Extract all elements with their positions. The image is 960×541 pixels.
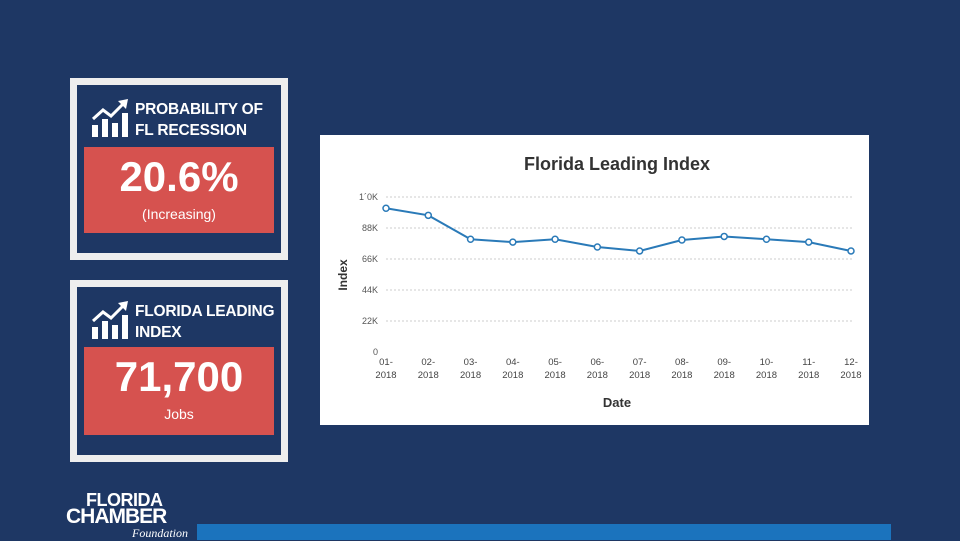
data-point — [466, 235, 475, 244]
data-point — [720, 232, 728, 241]
logo-line-chamber: CHAMBER — [66, 505, 167, 528]
data-point — [804, 238, 813, 246]
growth-chart-icon — [91, 99, 128, 137]
data-point — [847, 247, 855, 255]
leading-index-title-line2: INDEX — [135, 324, 182, 341]
leading-index-unit: Jobs — [164, 406, 194, 422]
leading-index-card: FLORIDA LEADING INDEX 71,700 Jobs — [70, 280, 288, 462]
data-point — [382, 204, 390, 213]
leading-index-header: FLORIDA LEADING INDEX — [91, 301, 275, 343]
recession-title-line2: FL RECESSION — [135, 122, 247, 139]
x-tick-label: 08-2018 — [671, 357, 692, 381]
y-tick-label: 0 — [373, 347, 378, 357]
y-tick-label: 44K — [362, 285, 378, 295]
y-tick-label: 22K — [362, 316, 378, 326]
x-axis-label: Date — [603, 395, 631, 410]
x-tick-label: 07-2018 — [629, 357, 650, 381]
x-tick-label: 04-2018 — [502, 357, 523, 381]
recession-probability-card: PROBABILITY OF FL RECESSION 20.6% (Incre… — [70, 78, 288, 260]
recession-probability-value-box: 20.6% (Increasing) — [84, 147, 274, 233]
series-points — [382, 204, 855, 255]
leading-index-title-line1: FLORIDA LEADING — [135, 303, 275, 320]
y-tick-label: 1´0K — [359, 192, 378, 202]
logo-line-florida: FLORIDA — [86, 490, 163, 510]
x-tick-labels: 01-2018 02-2018 03-2018 04-2018 05-2018 06-20… — [375, 357, 861, 381]
x-tick-label: 11-2018 — [798, 357, 819, 381]
grid-layer — [386, 196, 852, 322]
chart-title: Florida Leading Index — [524, 154, 710, 174]
florida-chamber-logo: FLORIDA CHAMBER Foundation — [66, 488, 188, 540]
x-tick-label: 12-2018 — [840, 357, 861, 381]
data-point — [678, 236, 686, 244]
data-point — [635, 247, 644, 255]
data-point — [509, 238, 517, 246]
florida-leading-index-chart: Florida Leading Index 0 22K 44K 66K 88K 1´0K … — [320, 135, 869, 425]
leading-index-card-inner: FLORIDA LEADING INDEX 71,700 Jobs — [77, 287, 281, 455]
recession-probability-header: PROBABILITY OF FL RECESSION — [91, 99, 263, 141]
x-tick-label: 06-2018 — [587, 357, 608, 381]
x-tick-label: 05-2018 — [545, 357, 566, 381]
data-point — [424, 211, 433, 220]
data-point — [551, 235, 559, 244]
leading-index-value-box: 71,700 Jobs — [84, 347, 274, 435]
leading-index-value: 71,700 — [114, 353, 244, 400]
x-tick-label: 03-2018 — [460, 357, 481, 381]
recession-probability-trend: (Increasing) — [142, 206, 216, 222]
logo-line-foundation: Foundation — [132, 526, 188, 540]
recession-probability-value: 20.6% — [119, 153, 239, 200]
bottom-accent-bar — [197, 524, 891, 540]
data-point — [762, 235, 771, 244]
x-tick-label: 09-2018 — [714, 357, 735, 381]
recession-probability-title: PROBABILITY OF FL RECESSION — [135, 99, 263, 141]
recession-title-line1: PROBABILITY OF — [135, 101, 263, 118]
y-tick-labels: 0 22K 44K 66K 88K 1´0K — [359, 192, 378, 357]
y-tick-label: 66K — [362, 254, 378, 264]
data-point — [593, 243, 602, 251]
y-tick-label: 88K — [362, 223, 378, 233]
x-tick-label: 01-2018 — [375, 357, 396, 381]
y-axis-label: Index — [336, 259, 350, 291]
leading-index-title: FLORIDA LEADING INDEX — [135, 301, 275, 343]
recession-probability-card-inner: PROBABILITY OF FL RECESSION 20.6% (Incre… — [77, 85, 281, 253]
growth-chart-icon — [91, 301, 128, 339]
x-tick-label: 02-2018 — [418, 357, 439, 381]
x-tick-label: 10-2018 — [756, 357, 777, 381]
series-line — [385, 207, 852, 252]
